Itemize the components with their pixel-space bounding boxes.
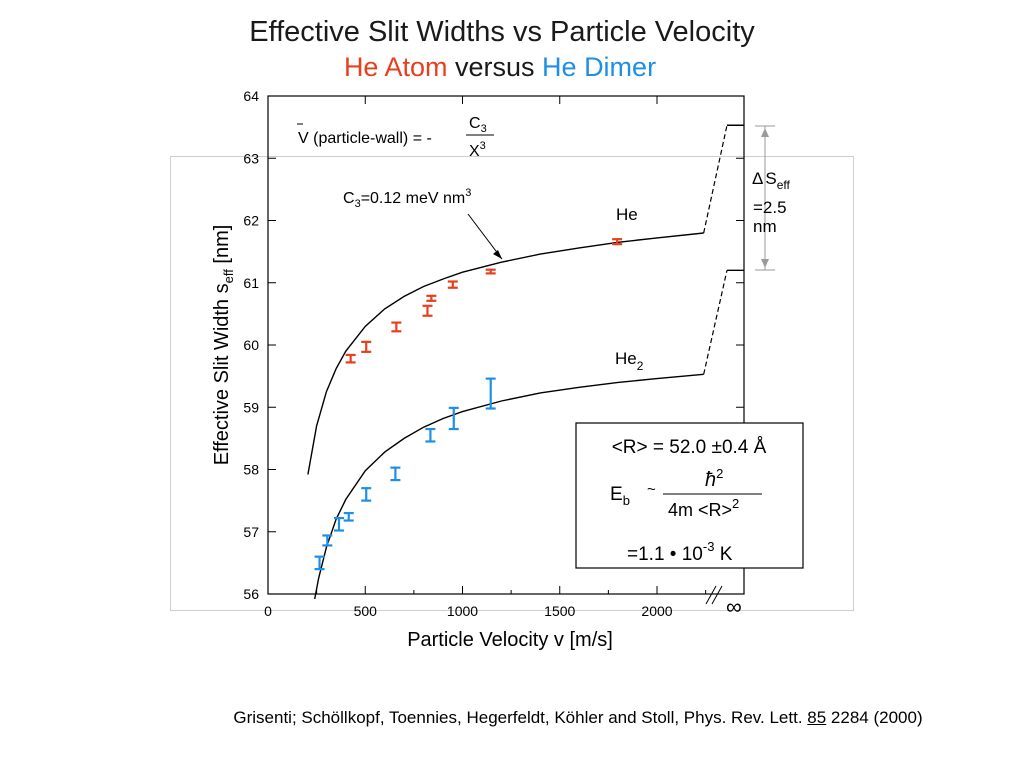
data-point-he2 xyxy=(343,511,354,522)
chart-subtitle: He Atom versus He Dimer xyxy=(0,52,1000,83)
fit-curves xyxy=(307,124,744,600)
x-tick-label: 1000 xyxy=(447,603,478,619)
delta-seff-bracket: Δ Seff =2.5 nm xyxy=(752,125,790,271)
data-points xyxy=(314,238,623,571)
chart-title: Effective Slit Widths vs Particle Veloci… xyxy=(249,16,755,48)
svg-text:=1.1 • 10-3 K: =1.1 • 10-3 K xyxy=(627,539,733,565)
svg-text:~: ~ xyxy=(647,481,656,498)
svg-text:4m <R>2: 4m <R>2 xyxy=(668,496,739,520)
data-point-he2 xyxy=(314,555,325,571)
y-tick-label: 56 xyxy=(243,586,259,602)
data-point-he xyxy=(447,280,458,289)
x-axis-break xyxy=(705,585,723,605)
he-curve-label: He xyxy=(616,205,638,224)
axis-ticks: 56 57 58 59 60 61 62 63 64 0 500 1000 1500 2000 xyxy=(243,88,744,619)
data-point-he2 xyxy=(322,534,333,547)
subtitle-atom: He Atom xyxy=(343,52,448,82)
svg-text:C3: C3 xyxy=(469,115,487,135)
y-tick-label: 63 xyxy=(243,150,259,166)
y-tick-label: 57 xyxy=(243,524,259,540)
x-tick-label: 0 xyxy=(264,603,272,619)
data-point-he xyxy=(426,294,437,302)
data-point-he xyxy=(422,304,433,317)
data-point-he2 xyxy=(361,487,372,502)
data-point-he xyxy=(345,353,356,364)
y-tick-label: 60 xyxy=(243,337,259,353)
subtitle-versus: versus xyxy=(455,52,535,82)
he2-curve-label: He2 xyxy=(615,349,644,373)
data-point-he xyxy=(485,268,496,275)
fit-curve-he xyxy=(307,232,704,475)
jump-line-he xyxy=(703,125,728,234)
x-tick-label: 2000 xyxy=(641,603,672,619)
y-tick-label: 59 xyxy=(243,399,259,415)
result-box: <R> = 52.0 ±0.4 Å Eb ~ ħ2 4m <R>2 =1.1 •… xyxy=(575,422,804,569)
data-point-he xyxy=(361,340,372,353)
y-axis-label: Effective Slit Width seff [nm] xyxy=(211,225,236,466)
fit-curve-he2 xyxy=(314,373,704,600)
data-point-he2 xyxy=(448,406,459,431)
y-tick-label: 62 xyxy=(243,213,259,229)
svg-text:nm: nm xyxy=(753,217,777,236)
citation-volume: 85 xyxy=(807,708,827,727)
svg-text:=2.5: =2.5 xyxy=(753,198,787,217)
subtitle-dimer: He Dimer xyxy=(542,52,657,82)
jump-line-he2 xyxy=(703,270,728,375)
data-point-he xyxy=(612,238,623,246)
y-tick-label: 61 xyxy=(243,275,259,291)
svg-text:ħ2: ħ2 xyxy=(705,466,723,491)
c3-annotation: C3=0.12 meV nm3 xyxy=(343,187,503,260)
data-point-he2 xyxy=(333,516,344,532)
figure-frame xyxy=(170,156,854,611)
potential-formula: V (particle-wall) = - C3 X3 xyxy=(297,115,494,160)
svg-text:X3: X3 xyxy=(469,140,486,160)
data-point-he2 xyxy=(390,466,401,482)
svg-text:Eb: Eb xyxy=(610,484,630,508)
plot-canvas: 56 57 58 59 60 61 62 63 64 0 500 1000 1500 2000 Parti… xyxy=(211,88,804,651)
data-point-he2 xyxy=(425,427,436,443)
infinity-label: ∞ xyxy=(726,594,742,619)
citation: Grisenti; Schöllkopf, Toennies, Hegerfel… xyxy=(233,708,923,727)
x-tick-label: 500 xyxy=(354,603,378,619)
data-point-he xyxy=(391,321,402,333)
x-tick-label: 1500 xyxy=(544,603,575,619)
y-tick-label: 58 xyxy=(243,462,259,478)
data-point-he2 xyxy=(485,377,496,410)
svg-text:V (particle-wall) = -: V (particle-wall) = - xyxy=(298,130,432,147)
x-axis-label: Particle Velocity v [m/s] xyxy=(407,629,613,651)
svg-text:<R> = 52.0 ±0.4 Å: <R> = 52.0 ±0.4 Å xyxy=(612,437,767,458)
y-tick-label: 64 xyxy=(243,88,259,104)
svg-text:C3=0.12 meV nm3: C3=0.12 meV nm3 xyxy=(343,187,471,210)
